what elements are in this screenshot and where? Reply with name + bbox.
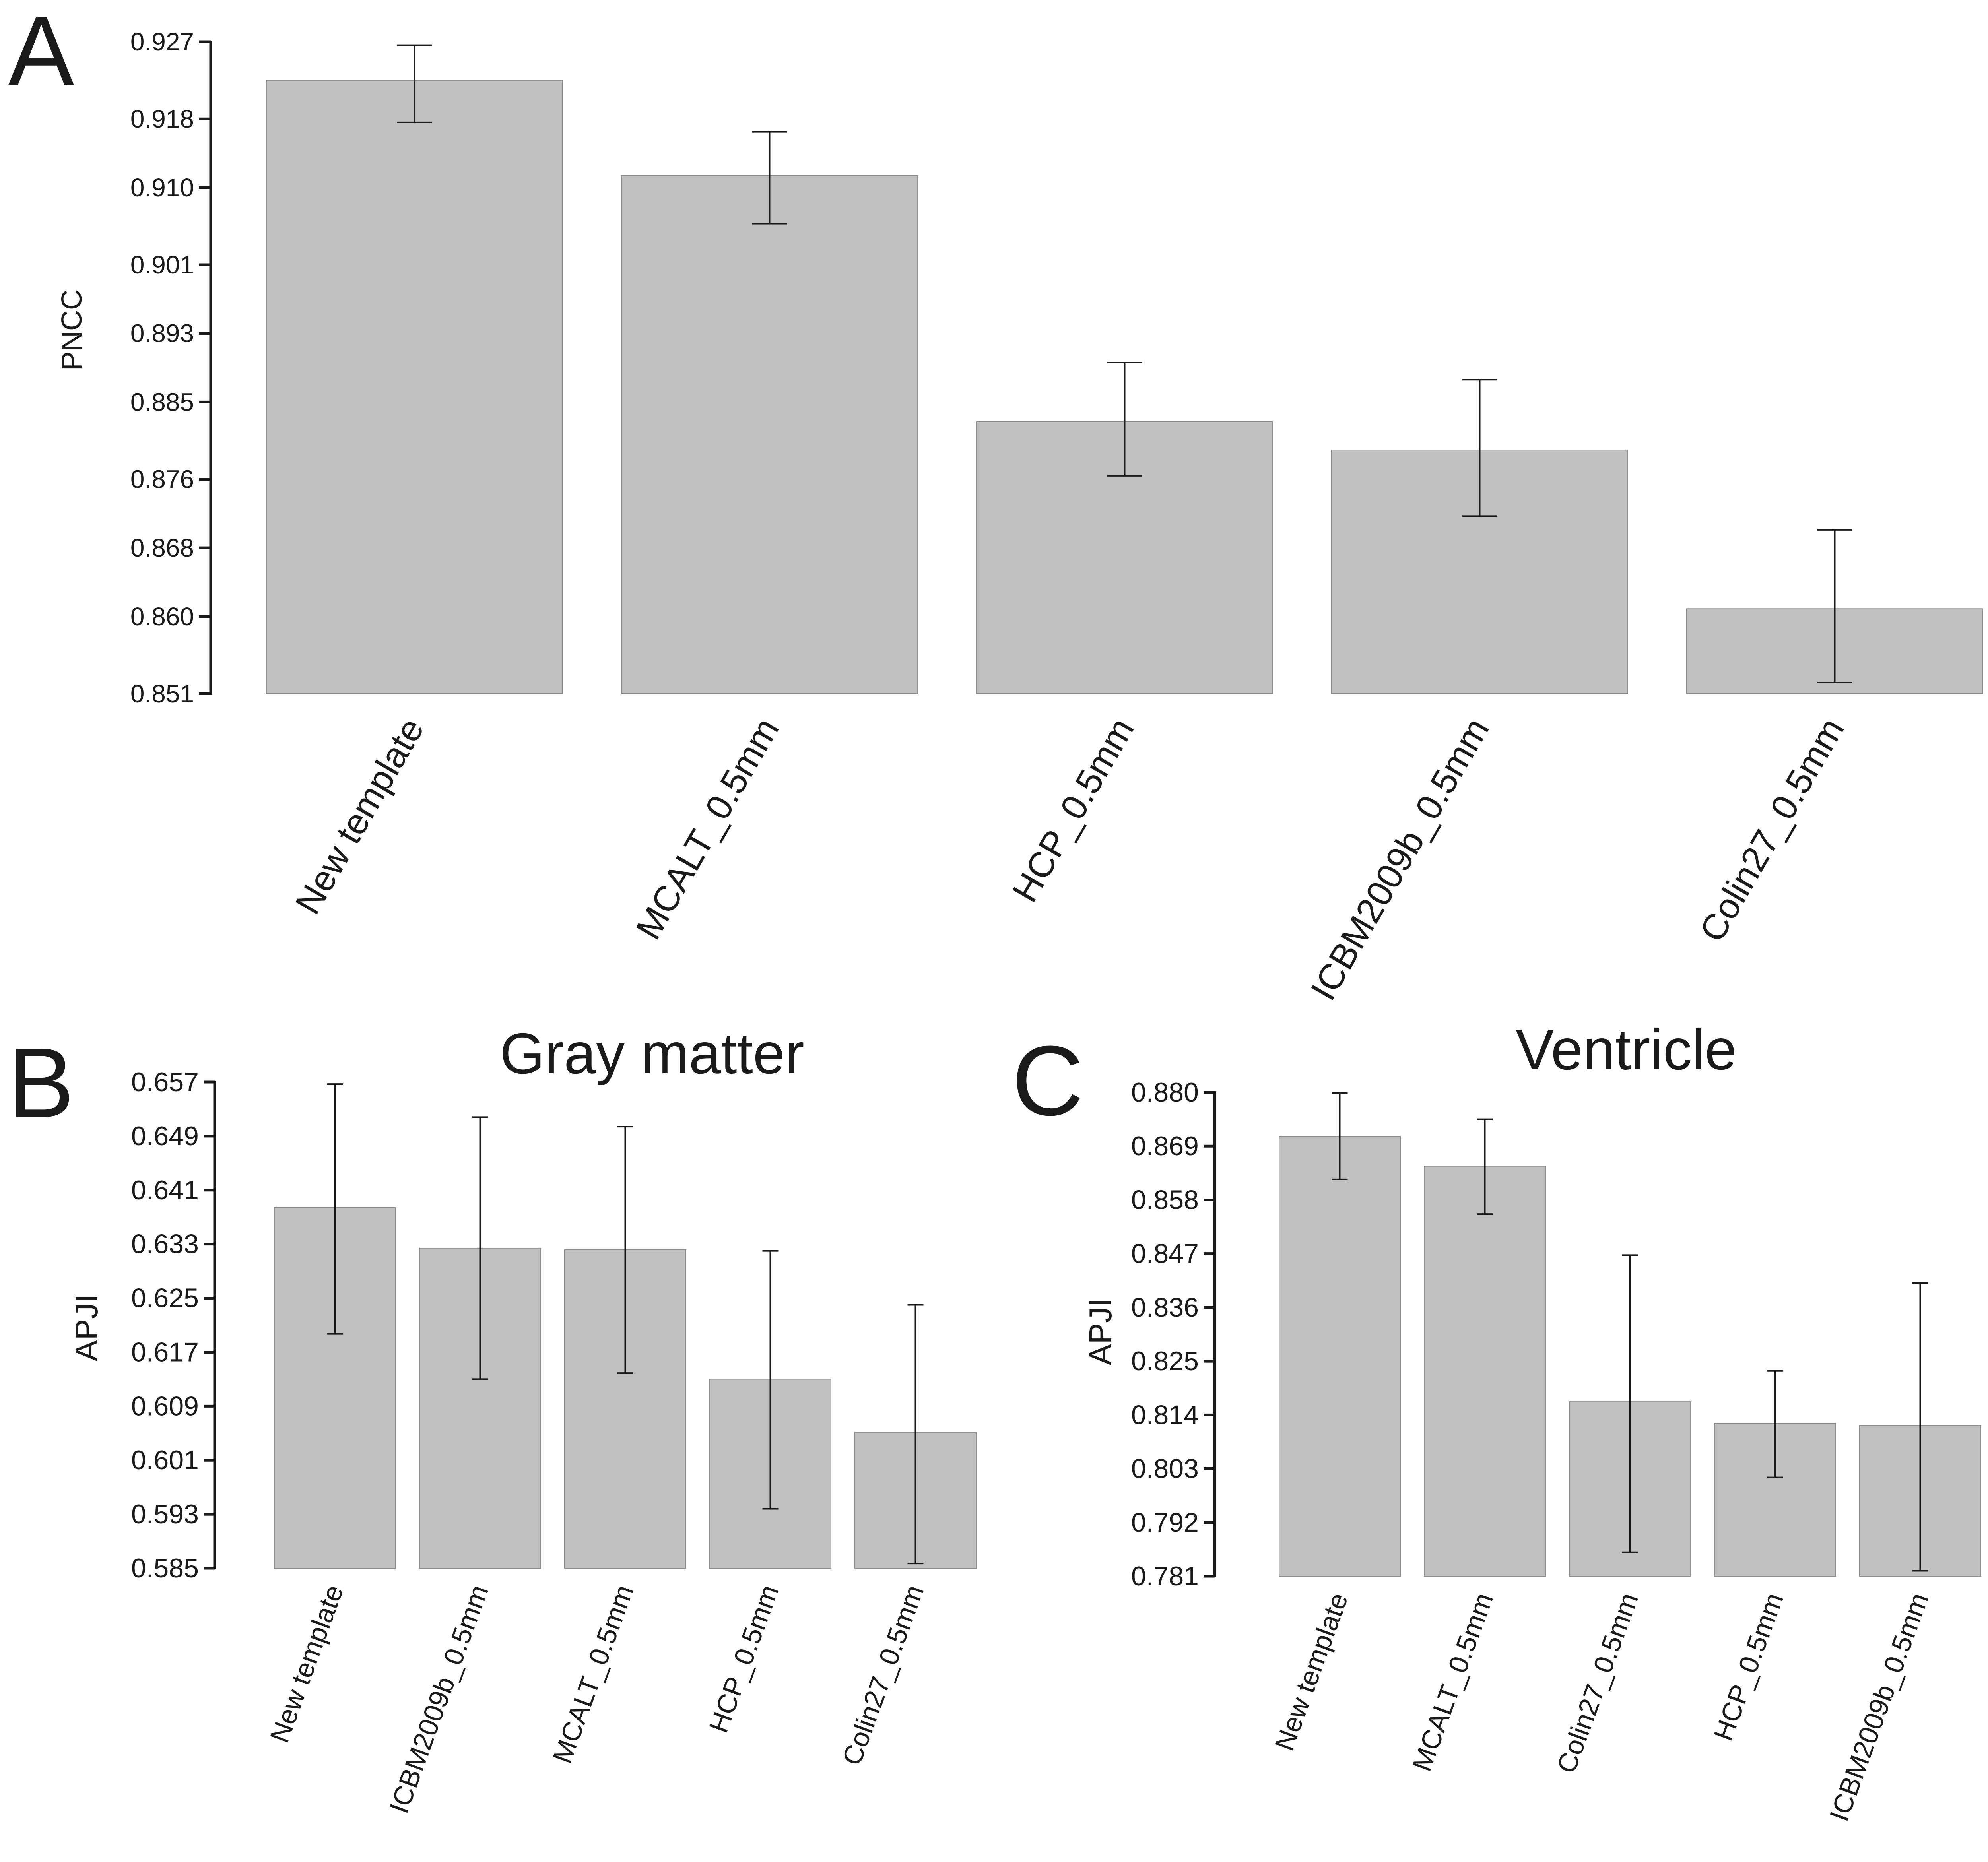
x-tick-label: Colin27_0.5mm: [1692, 712, 1852, 948]
x-tick-label: ICBM2009b_0.5mm: [1303, 712, 1497, 1007]
bar: [1279, 1136, 1401, 1577]
chart-panel-a: 0.851 0.860 0.868 0.876 0.885 0.893 0.901 0.910…: [56, 27, 1983, 1007]
bar: [1424, 1166, 1546, 1577]
panel-letter-b: B: [8, 1027, 74, 1138]
x-tick-label: HCP_0.5mm: [1005, 712, 1142, 909]
y-tick-label: 0.617: [131, 1337, 199, 1367]
x-tick-label: HCP_0.5mm: [703, 1581, 785, 1737]
x-tick-label: HCP_0.5mm: [1708, 1589, 1790, 1745]
y-tick-label: 0.781: [1131, 1561, 1199, 1591]
chart-panel-c: Ventricle 0.781 0.792 0.803 0.814 0.825 0.836 0…: [1083, 1017, 1981, 1825]
panel-letter-c: C: [1012, 1025, 1084, 1136]
error-bar: [1107, 362, 1142, 477]
y-tick-label: 0.609: [131, 1391, 199, 1421]
x-tick-label: MCALT_0.5mm: [628, 712, 786, 946]
x-tick-label: New template: [264, 1581, 349, 1747]
y-tick-label: 0.625: [131, 1283, 199, 1313]
error-bar: [1462, 379, 1497, 517]
error-bar: [1767, 1370, 1783, 1478]
y-tick-label: 0.869: [1131, 1131, 1199, 1161]
y-tick-label: 0.927: [130, 27, 194, 56]
y-axis-label: APJI: [69, 1294, 104, 1362]
y-tick-label: 0.585: [131, 1553, 199, 1583]
error-bar: [1912, 1282, 1928, 1572]
y-tick-label: 0.641: [131, 1175, 199, 1205]
error-bar: [752, 131, 787, 225]
error-bar: [1622, 1254, 1638, 1553]
y-tick-label: 0.814: [1131, 1400, 1199, 1430]
y-tick-label: 0.885: [130, 388, 194, 416]
y-tick-label: 0.901: [130, 250, 194, 279]
y-tick-label: 0.649: [131, 1121, 199, 1151]
x-tick-label: Colin27_0.5mm: [837, 1581, 930, 1769]
y-tick-label: 0.868: [130, 533, 194, 562]
y-tick-label: 0.847: [1131, 1239, 1199, 1269]
error-bar: [617, 1126, 633, 1374]
x-tick-label: MCALT_0.5mm: [547, 1581, 640, 1767]
bar: [266, 80, 563, 694]
y-tick-label: 0.858: [1131, 1185, 1199, 1215]
error-bar: [397, 44, 432, 123]
y-tick-label: 0.880: [1131, 1077, 1199, 1108]
y-tick-label: 0.860: [130, 602, 194, 631]
panel-letter-a: A: [8, 0, 74, 107]
x-tick-label: New template: [1269, 1589, 1354, 1755]
y-tick-label: 0.593: [131, 1499, 199, 1529]
y-tick-label: 0.918: [130, 105, 194, 133]
x-tick-label: ICBM2009b_0.5mm: [384, 1581, 494, 1817]
x-tick-label: Colin27_0.5mm: [1551, 1589, 1644, 1777]
y-tick-label: 0.792: [1131, 1507, 1199, 1538]
chart-panel-b: Gray matter 0.585 0.593 0.601 0.609 0.617 0.62…: [69, 1021, 977, 1817]
y-tick-label: 0.851: [130, 679, 194, 708]
y-axis-label: PNCC: [56, 289, 88, 370]
bar: [621, 175, 918, 694]
y-tick-label: 0.893: [130, 319, 194, 348]
error-bar: [1332, 1092, 1348, 1180]
y-tick-label: 0.876: [130, 465, 194, 494]
y-tick-label: 0.910: [130, 173, 194, 202]
y-tick-label: 0.657: [131, 1067, 199, 1097]
error-bar: [1477, 1118, 1493, 1215]
y-tick-label: 0.836: [1131, 1292, 1199, 1323]
x-tick-label: New template: [288, 712, 432, 921]
x-tick-label: MCALT_0.5mm: [1407, 1589, 1499, 1775]
error-bar: [327, 1083, 343, 1335]
x-tick-label: ICBM2009b_0.5mm: [1824, 1589, 1934, 1825]
y-tick-label: 0.803: [1131, 1454, 1199, 1484]
chart-title: Gray matter: [500, 1021, 804, 1086]
y-axis-label: APJI: [1083, 1298, 1118, 1365]
y-tick-label: 0.633: [131, 1229, 199, 1259]
error-bar: [472, 1116, 488, 1380]
error-bar: [1817, 529, 1852, 683]
error-bar: [907, 1304, 924, 1565]
y-tick-label: 0.825: [1131, 1346, 1199, 1376]
error-bar: [762, 1250, 779, 1510]
chart-title: Ventricle: [1516, 1017, 1737, 1082]
y-tick-label: 0.601: [131, 1445, 199, 1475]
